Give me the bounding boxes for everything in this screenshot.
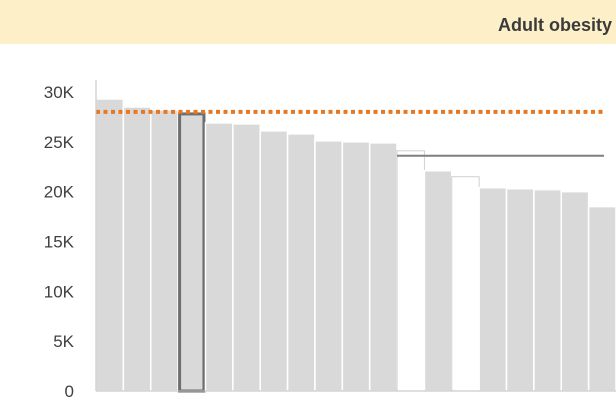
y-tick-label: 30K — [44, 83, 75, 102]
bar — [478, 186, 508, 392]
y-tick-label: 15K — [44, 233, 75, 252]
bar — [122, 106, 152, 392]
reference-lines — [96, 109, 604, 157]
bar — [396, 150, 425, 392]
bar — [341, 141, 371, 392]
bar — [259, 130, 289, 392]
chart-title: Adult obesity — [497, 15, 612, 35]
bar — [505, 187, 535, 392]
y-tick-label: 0 — [65, 382, 74, 401]
bar — [314, 140, 344, 392]
bar — [560, 190, 590, 392]
y-tick-label: 5K — [53, 332, 74, 351]
y-tick-label: 20K — [44, 183, 75, 202]
bars — [95, 98, 616, 393]
bar — [149, 109, 179, 392]
y-tick-label: 10K — [44, 282, 75, 301]
bar — [451, 176, 480, 392]
y-tick-label: 25K — [44, 133, 75, 152]
y-axis-ticks: 0 5K 10K 15K 20K 25K 30K — [44, 83, 75, 401]
bar — [178, 112, 206, 393]
bar — [232, 123, 261, 392]
bar — [533, 188, 563, 392]
bar — [95, 98, 125, 392]
bar — [423, 169, 453, 392]
bar — [368, 142, 398, 392]
bar — [286, 133, 316, 392]
bar — [587, 205, 616, 392]
bar — [204, 122, 234, 392]
chart-header: Adult obesity — [0, 0, 616, 44]
